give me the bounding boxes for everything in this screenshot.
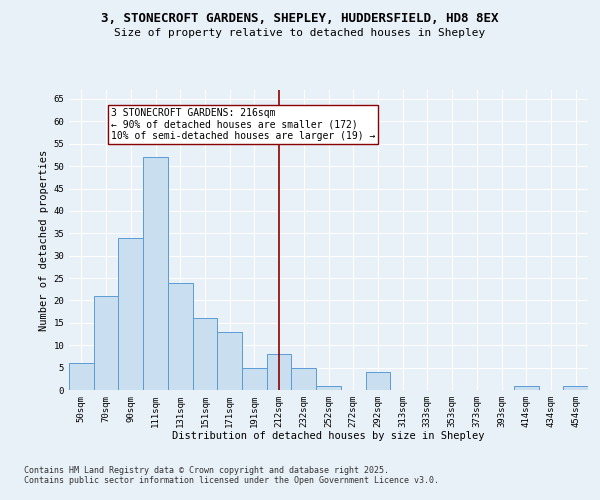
Bar — [69, 363, 94, 390]
Text: 3, STONECROFT GARDENS, SHEPLEY, HUDDERSFIELD, HD8 8EX: 3, STONECROFT GARDENS, SHEPLEY, HUDDERSF… — [101, 12, 499, 26]
Bar — [316, 386, 341, 390]
Bar — [267, 354, 292, 390]
Bar — [143, 157, 168, 390]
Bar — [292, 368, 316, 390]
Y-axis label: Number of detached properties: Number of detached properties — [39, 150, 49, 330]
Bar — [514, 386, 539, 390]
X-axis label: Distribution of detached houses by size in Shepley: Distribution of detached houses by size … — [172, 432, 485, 442]
Text: Contains HM Land Registry data © Crown copyright and database right 2025.
Contai: Contains HM Land Registry data © Crown c… — [24, 466, 439, 485]
Bar — [94, 296, 118, 390]
Bar — [193, 318, 217, 390]
Bar — [365, 372, 390, 390]
Bar — [118, 238, 143, 390]
Bar — [563, 386, 588, 390]
Bar — [168, 282, 193, 390]
Bar — [217, 332, 242, 390]
Bar — [242, 368, 267, 390]
Text: Size of property relative to detached houses in Shepley: Size of property relative to detached ho… — [115, 28, 485, 38]
Text: 3 STONECROFT GARDENS: 216sqm
← 90% of detached houses are smaller (172)
10% of s: 3 STONECROFT GARDENS: 216sqm ← 90% of de… — [111, 108, 376, 141]
